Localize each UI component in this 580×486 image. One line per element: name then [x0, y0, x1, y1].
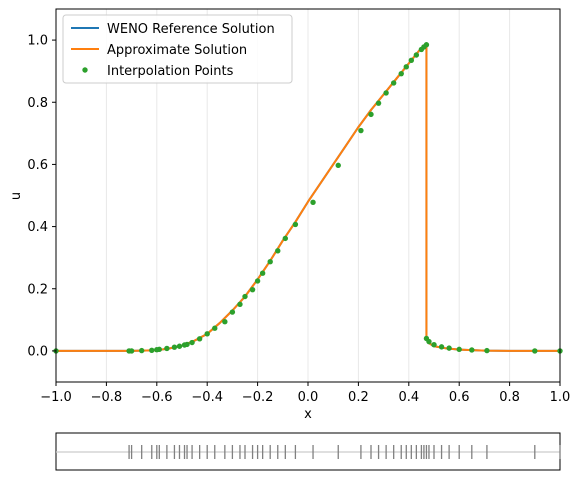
y-tick-label: 0.4: [27, 220, 48, 235]
interpolation-point: [282, 235, 289, 242]
interpolation-point: [176, 343, 183, 349]
x-tick-label: 0.8: [499, 390, 520, 405]
interpolation-point: [426, 338, 432, 345]
interpolation-point: [484, 347, 490, 354]
interpolation-point: [413, 52, 420, 58]
interpolation-point: [237, 301, 243, 307]
interpolation-point: [189, 339, 195, 346]
interpolation-points: [53, 42, 563, 354]
interpolation-point: [398, 70, 404, 77]
interpolation-point: [171, 344, 178, 350]
y-tick-label: 0.6: [27, 158, 48, 173]
y-tick-label: 0.2: [27, 282, 48, 297]
rug-ticks: [128, 445, 561, 459]
interpolation-point: [403, 64, 409, 70]
interpolation-point: [128, 348, 135, 354]
interpolation-point: [383, 90, 389, 96]
interpolation-point: [335, 162, 341, 169]
interpolation-point: [259, 270, 266, 276]
interpolation-point: [446, 345, 452, 351]
y-axis-label: u: [9, 192, 24, 200]
x-tick-label: 0.0: [298, 390, 319, 405]
interpolation-point: [156, 346, 163, 353]
main-plot: −1.0 −0.8 −0.6 −0.4 −0.2 0.0 0.2 0.4 0.6 0.8 1.0 0…: [9, 8, 570, 422]
interpolation-point: [408, 57, 415, 63]
x-tick-label: −0.6: [141, 390, 173, 405]
x-axis-label: x: [304, 407, 312, 422]
interpolation-point: [149, 347, 155, 353]
legend-reference-label: WENO Reference Solution: [107, 22, 275, 37]
interpolation-point: [204, 331, 210, 337]
interpolation-point: [222, 318, 228, 325]
interpolation-point: [212, 325, 218, 331]
x-tick-label: 1.0: [550, 390, 571, 405]
interpolation-point: [469, 347, 475, 353]
interpolation-point: [229, 309, 236, 315]
x-tick-label: −0.8: [91, 390, 123, 405]
y-tick-label: 1.0: [27, 34, 48, 49]
interpolation-point: [292, 221, 299, 228]
legend-approx-label: Approximate Solution: [107, 43, 247, 58]
x-tick-label: −1.0: [40, 390, 72, 405]
interpolation-point: [164, 345, 170, 352]
x-tick-label: 0.4: [398, 390, 419, 405]
x-tick-label: 0.6: [449, 390, 470, 405]
interpolation-point: [196, 336, 203, 342]
interpolation-point: [431, 342, 437, 348]
interpolation-point: [390, 80, 397, 86]
y-tick-label: 0.0: [27, 344, 48, 359]
interpolation-point: [249, 286, 256, 293]
x-tick-label: −0.2: [242, 390, 274, 405]
interpolation-point: [184, 341, 190, 348]
legend-points-label: Interpolation Points: [107, 64, 234, 79]
interpolation-point: [368, 111, 374, 118]
interpolation-point: [267, 259, 273, 265]
y-tick-label: 0.8: [27, 96, 48, 111]
interpolation-point: [310, 199, 316, 206]
x-ticks: −1.0 −0.8 −0.6 −0.4 −0.2 0.0 0.2 0.4 0.6 0.8 1.0: [40, 382, 570, 405]
rug-plot: [55, 432, 561, 471]
interpolation-point: [456, 346, 462, 353]
interpolation-point: [532, 348, 538, 354]
interpolation-point: [438, 344, 445, 350]
interpolation-point: [423, 42, 430, 48]
interpolation-point: [275, 248, 281, 254]
interpolation-point: [375, 100, 382, 106]
interpolation-point: [358, 127, 364, 134]
legend-points-swatch: [82, 67, 88, 73]
y-ticks: 0.0 0.2 0.4 0.6 0.8 1.0: [27, 34, 56, 359]
x-tick-label: 0.2: [348, 390, 369, 405]
interpolation-point: [254, 278, 261, 284]
legend: WENO Reference Solution Approximate Solu…: [62, 14, 293, 84]
x-tick-label: −0.4: [191, 390, 223, 405]
legend-box: [62, 14, 293, 84]
interpolation-point: [242, 293, 248, 300]
interpolation-point: [138, 347, 145, 354]
